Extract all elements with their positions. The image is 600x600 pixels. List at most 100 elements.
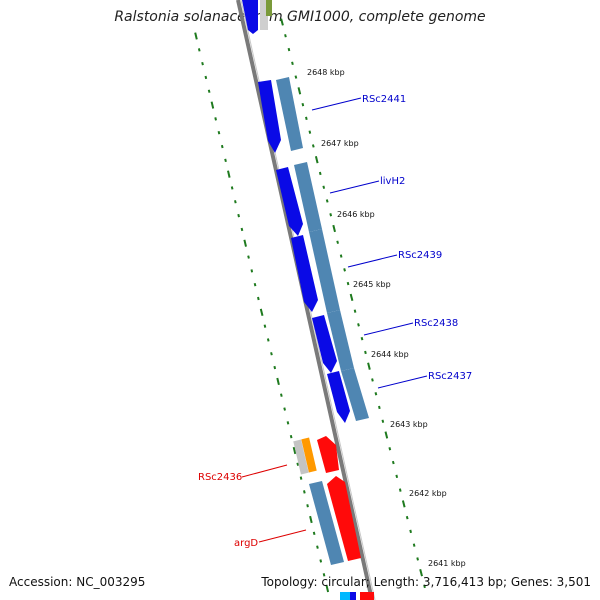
right-track-tick xyxy=(294,75,298,79)
left-track-tick xyxy=(214,117,217,121)
left-track-tick xyxy=(283,407,286,411)
left-track-tick xyxy=(210,101,215,109)
right-track-tick xyxy=(357,323,360,327)
right-track-tick xyxy=(349,293,354,301)
right-track-tick xyxy=(318,171,322,176)
cds-rsc2438-light xyxy=(327,310,354,371)
leader-livh2 xyxy=(329,180,380,194)
cds-rsc2439 xyxy=(291,235,318,312)
left-track-tick xyxy=(306,504,309,508)
cds-rsc2438 xyxy=(312,315,337,373)
left-track-tick xyxy=(204,75,208,80)
map-title: Ralstonia solanacearum GMI1000, complete… xyxy=(114,9,486,25)
gene-label-rsc2441: RSc2441 xyxy=(362,94,406,105)
left-track-tick xyxy=(303,490,306,494)
right-track-tick xyxy=(301,102,305,107)
accession-label: Accession: NC_003295 xyxy=(9,575,146,589)
kbp-label-2644: 2644 kbp xyxy=(371,350,409,359)
left-track-tick xyxy=(325,584,330,593)
right-track-tick xyxy=(343,268,346,272)
left-track-tick xyxy=(280,393,283,397)
gene-label-lines xyxy=(241,97,428,543)
left-track-tick xyxy=(286,421,290,425)
left-track-tick xyxy=(250,269,254,273)
left-track-tick xyxy=(240,227,244,232)
leader-rsc2436 xyxy=(241,464,288,478)
right-track-tick xyxy=(419,569,423,577)
left-track-tick xyxy=(217,130,221,135)
left-track-tick xyxy=(296,462,300,466)
left-track-tick xyxy=(270,352,273,356)
kbp-labels: 2648 kbp 2647 kbp 2646 kbp 2645 kbp 2644… xyxy=(307,68,466,568)
kbp-label-2647: 2647 kbp xyxy=(321,139,359,148)
leader-rsc2441 xyxy=(311,97,362,111)
cds-top-blue xyxy=(242,0,258,34)
right-track-tick xyxy=(353,309,357,313)
left-track-tick xyxy=(292,446,297,455)
cds-bottom-red xyxy=(360,592,374,600)
cds-bottom-cyan xyxy=(340,592,350,600)
leader-rsc2438 xyxy=(363,322,414,336)
kbp-label-2648: 2648 kbp xyxy=(307,68,345,77)
left-track-tick xyxy=(266,338,270,342)
left-track-tick xyxy=(263,324,267,328)
right-track-tick xyxy=(416,557,419,561)
left-track-tick xyxy=(253,282,257,287)
gene-label-livh2: livH2 xyxy=(380,176,405,187)
left-track-tick xyxy=(289,434,293,439)
gene-labels[interactable]: RSc2441 livH2 RSc2439 RSc2438 RSc2437 RS… xyxy=(198,94,472,549)
left-track-tick xyxy=(227,170,231,178)
cds-livh2 xyxy=(276,167,303,236)
right-track-tick xyxy=(336,240,339,244)
leader-argd xyxy=(258,529,307,543)
cds-rsc2436-red xyxy=(317,436,339,473)
cds-rsc2437-light xyxy=(341,368,369,421)
right-track-tick xyxy=(287,47,291,52)
left-track-tick xyxy=(322,573,326,577)
left-track-tick xyxy=(224,158,227,163)
right-track-tick xyxy=(412,543,416,547)
cds-bottom-blue xyxy=(350,592,356,600)
cds-top-light xyxy=(260,0,268,30)
left-track-tick xyxy=(243,239,247,247)
gene-label-rsc2439: RSc2439 xyxy=(398,250,442,261)
cds-rsc2437 xyxy=(327,371,350,423)
cds-argd-light xyxy=(309,481,344,565)
cds-rsc2436-grey xyxy=(293,439,309,475)
left-track-tick xyxy=(201,61,204,66)
right-track-tick xyxy=(391,460,395,465)
right-track-tick xyxy=(405,515,409,520)
right-track-tick xyxy=(401,500,406,508)
left-track-tick xyxy=(257,296,260,301)
right-track-tick xyxy=(314,156,319,164)
right-track-tick xyxy=(384,431,389,439)
right-track-tick xyxy=(346,281,350,286)
right-track-tick xyxy=(308,130,312,134)
kbp-label-2643: 2643 kbp xyxy=(390,420,428,429)
left-track-tick xyxy=(207,89,211,93)
left-track-tick xyxy=(319,559,323,563)
right-track-tick xyxy=(280,18,284,26)
top-features[interactable] xyxy=(242,0,272,34)
left-track-tick xyxy=(197,48,201,52)
leader-rsc2439 xyxy=(347,254,398,268)
right-track-tick xyxy=(378,405,381,410)
gene-label-rsc2436: RSc2436 xyxy=(198,472,242,483)
left-track-tick xyxy=(230,186,234,190)
gene-features[interactable] xyxy=(258,77,374,600)
left-track-tick xyxy=(273,365,277,370)
cds-argd-red xyxy=(327,476,361,561)
right-track-tick xyxy=(305,116,308,121)
right-track-tick xyxy=(423,584,426,589)
right-track-tick xyxy=(284,34,287,38)
left-track-tick xyxy=(237,213,240,218)
right-track-tick xyxy=(381,419,385,423)
tick-marks xyxy=(194,18,426,593)
kbp-label-2645: 2645 kbp xyxy=(353,280,391,289)
cds-rsc2439-light xyxy=(309,229,340,313)
right-track-tick xyxy=(388,447,392,451)
right-track-tick xyxy=(374,392,378,396)
left-track-tick xyxy=(259,308,264,316)
right-track-tick xyxy=(291,61,294,66)
